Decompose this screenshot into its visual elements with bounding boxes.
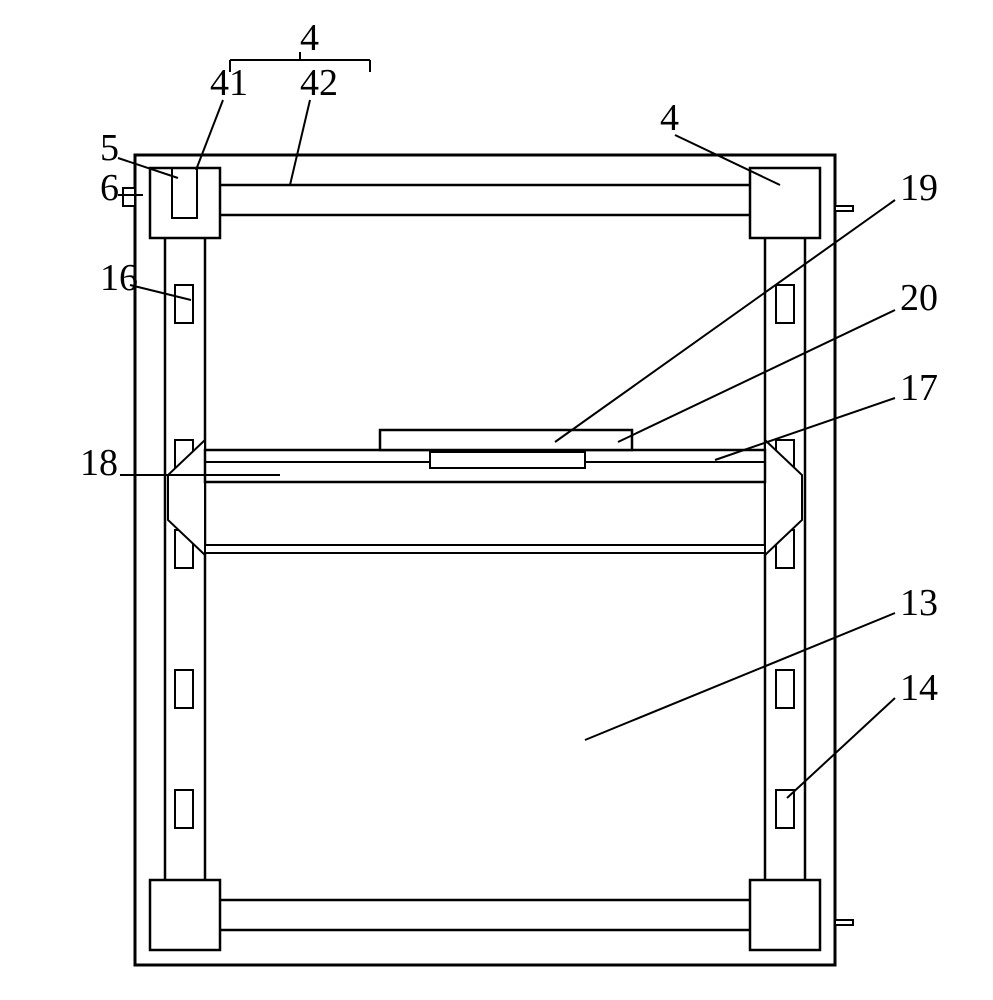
label-4b: 4	[660, 97, 679, 139]
midblock-inner	[430, 452, 585, 468]
label-42: 42	[300, 62, 338, 104]
label-14: 14	[900, 667, 938, 709]
right-pin-top	[835, 206, 853, 211]
leader-41	[196, 100, 223, 170]
corner-br	[750, 880, 820, 950]
left-bump	[123, 188, 135, 206]
slot-right-3	[776, 670, 794, 708]
label-5: 5	[100, 127, 119, 169]
midblock-outer	[380, 430, 632, 450]
outer-frame	[135, 155, 835, 965]
label-6: 6	[100, 167, 119, 209]
label-4a: 4	[300, 17, 319, 59]
label-16: 16	[100, 257, 138, 299]
corner-bl	[150, 880, 220, 950]
leader-19	[555, 200, 895, 442]
midbar-lower	[205, 545, 765, 553]
slot-right-4	[776, 790, 794, 828]
label-20: 20	[900, 277, 938, 319]
leader-16	[130, 285, 191, 300]
leader-42	[290, 100, 310, 185]
label-19: 19	[900, 167, 938, 209]
leader-14	[787, 698, 895, 798]
label-41: 41	[210, 62, 248, 104]
slot-left-0	[175, 285, 193, 323]
label-13: 13	[900, 582, 938, 624]
right-pin-bot	[835, 920, 853, 925]
corner-tr	[750, 168, 820, 238]
leader-4b	[675, 135, 780, 185]
slot-right-0	[776, 285, 794, 323]
bracket-left	[168, 440, 205, 555]
slot-left-4	[175, 790, 193, 828]
label-18: 18	[80, 442, 118, 484]
bracket-right	[765, 440, 802, 555]
slot-left-3	[175, 670, 193, 708]
leader-20	[618, 310, 895, 442]
corner-tl	[150, 168, 220, 238]
leader-13	[585, 613, 895, 740]
label-17: 17	[900, 367, 938, 409]
